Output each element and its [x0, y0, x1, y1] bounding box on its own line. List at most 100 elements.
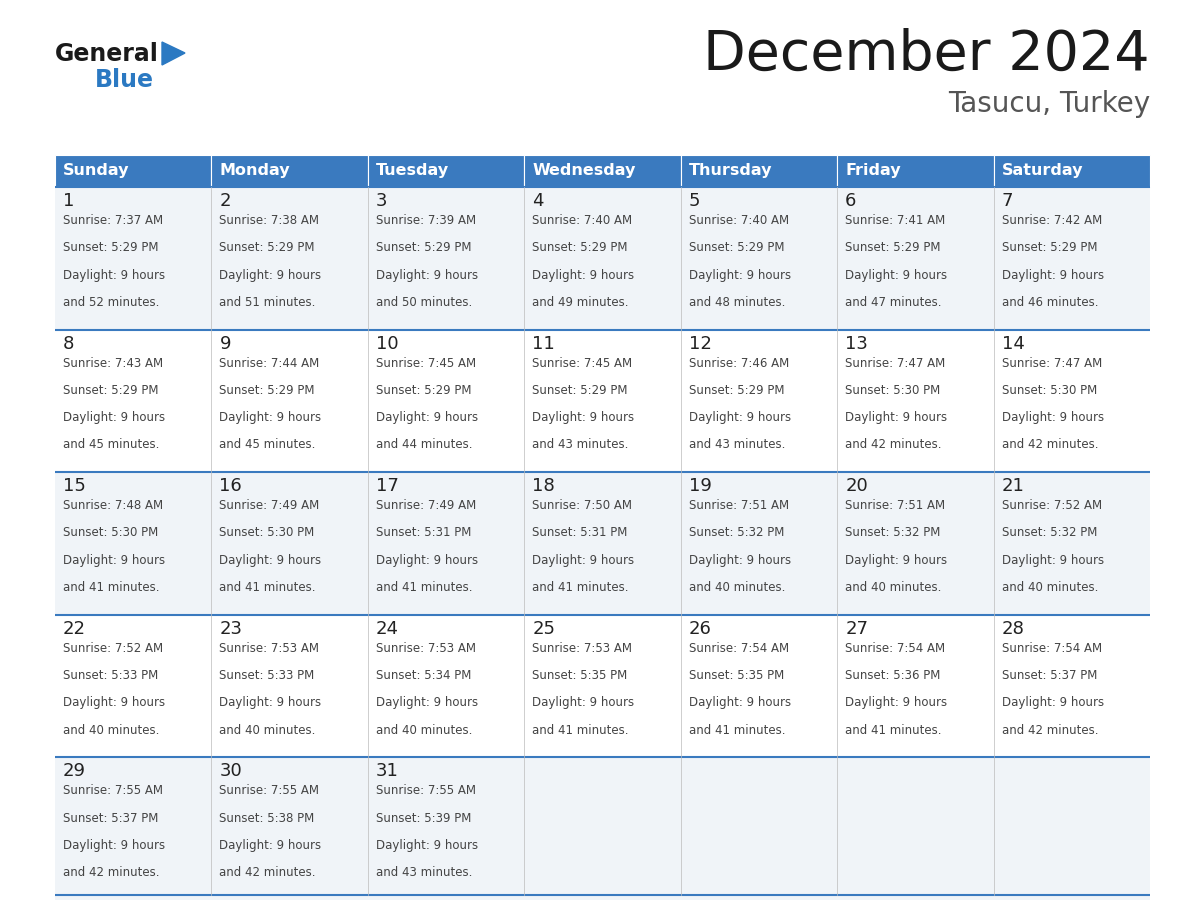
Text: Sunset: 5:29 PM: Sunset: 5:29 PM [689, 384, 784, 397]
Bar [838, 155, 993, 187]
Text: and 41 minutes.: and 41 minutes. [532, 581, 628, 594]
Text: 4: 4 [532, 192, 544, 210]
Text: Sunrise: 7:39 AM: Sunrise: 7:39 AM [375, 214, 476, 227]
Text: and 44 minutes.: and 44 minutes. [375, 439, 473, 452]
Text: Sunset: 5:29 PM: Sunset: 5:29 PM [63, 241, 158, 254]
Text: Sunset: 5:29 PM: Sunset: 5:29 PM [532, 241, 627, 254]
Text: Daylight: 9 hours: Daylight: 9 hours [63, 839, 165, 852]
Bar [55, 757, 211, 900]
Text: Sunset: 5:35 PM: Sunset: 5:35 PM [689, 669, 784, 682]
Text: Sunset: 5:36 PM: Sunset: 5:36 PM [845, 669, 941, 682]
Bar [211, 187, 368, 330]
Text: 15: 15 [63, 477, 86, 495]
Text: Sunrise: 7:53 AM: Sunrise: 7:53 AM [220, 642, 320, 655]
Text: Sunrise: 7:52 AM: Sunrise: 7:52 AM [1001, 499, 1101, 512]
Text: Sunset: 5:29 PM: Sunset: 5:29 PM [689, 241, 784, 254]
Text: and 42 minutes.: and 42 minutes. [63, 867, 159, 879]
Text: and 46 minutes.: and 46 minutes. [1001, 296, 1098, 308]
Text: and 41 minutes.: and 41 minutes. [532, 723, 628, 736]
Text: Sunset: 5:32 PM: Sunset: 5:32 PM [689, 527, 784, 540]
Text: Daylight: 9 hours: Daylight: 9 hours [375, 554, 478, 566]
Text: Saturday: Saturday [1001, 163, 1083, 178]
Text: and 41 minutes.: and 41 minutes. [845, 723, 942, 736]
Text: Sunrise: 7:44 AM: Sunrise: 7:44 AM [220, 356, 320, 370]
Text: and 40 minutes.: and 40 minutes. [63, 723, 159, 736]
Text: Sunset: 5:37 PM: Sunset: 5:37 PM [63, 812, 158, 824]
Bar [681, 155, 838, 187]
Text: Sunday: Sunday [63, 163, 129, 178]
Text: Sunrise: 7:47 AM: Sunrise: 7:47 AM [845, 356, 946, 370]
Bar [368, 472, 524, 615]
Bar [55, 155, 211, 187]
Text: Daylight: 9 hours: Daylight: 9 hours [689, 411, 791, 424]
Text: Sunset: 5:38 PM: Sunset: 5:38 PM [220, 812, 315, 824]
Text: and 42 minutes.: and 42 minutes. [845, 439, 942, 452]
Text: Sunset: 5:29 PM: Sunset: 5:29 PM [1001, 241, 1097, 254]
Bar [993, 155, 1150, 187]
Bar [993, 757, 1150, 900]
Text: Daylight: 9 hours: Daylight: 9 hours [845, 554, 947, 566]
Text: 9: 9 [220, 334, 230, 353]
Text: 19: 19 [689, 477, 712, 495]
Text: 27: 27 [845, 620, 868, 638]
Bar [681, 472, 838, 615]
Text: and 45 minutes.: and 45 minutes. [63, 439, 159, 452]
Bar [993, 472, 1150, 615]
Text: Sunrise: 7:45 AM: Sunrise: 7:45 AM [532, 356, 632, 370]
Bar [838, 757, 993, 900]
Text: Daylight: 9 hours: Daylight: 9 hours [375, 269, 478, 282]
Text: Daylight: 9 hours: Daylight: 9 hours [375, 697, 478, 710]
Text: 8: 8 [63, 334, 75, 353]
Text: Daylight: 9 hours: Daylight: 9 hours [689, 269, 791, 282]
Text: Sunrise: 7:52 AM: Sunrise: 7:52 AM [63, 642, 163, 655]
Text: Daylight: 9 hours: Daylight: 9 hours [689, 697, 791, 710]
Text: 3: 3 [375, 192, 387, 210]
Text: and 42 minutes.: and 42 minutes. [220, 867, 316, 879]
Text: 18: 18 [532, 477, 555, 495]
Text: Sunset: 5:32 PM: Sunset: 5:32 PM [1001, 527, 1097, 540]
Text: Sunset: 5:29 PM: Sunset: 5:29 PM [532, 384, 627, 397]
Text: Sunrise: 7:40 AM: Sunrise: 7:40 AM [689, 214, 789, 227]
Text: and 41 minutes.: and 41 minutes. [375, 581, 473, 594]
Text: Sunset: 5:31 PM: Sunset: 5:31 PM [375, 527, 472, 540]
Bar [681, 757, 838, 900]
Text: and 43 minutes.: and 43 minutes. [375, 867, 473, 879]
Text: Sunrise: 7:53 AM: Sunrise: 7:53 AM [532, 642, 632, 655]
Text: Sunset: 5:29 PM: Sunset: 5:29 PM [375, 384, 472, 397]
Text: 11: 11 [532, 334, 555, 353]
Text: Sunrise: 7:54 AM: Sunrise: 7:54 AM [1001, 642, 1101, 655]
Text: Daylight: 9 hours: Daylight: 9 hours [220, 269, 322, 282]
Text: Sunrise: 7:45 AM: Sunrise: 7:45 AM [375, 356, 476, 370]
Text: 20: 20 [845, 477, 868, 495]
Text: Daylight: 9 hours: Daylight: 9 hours [375, 839, 478, 852]
Text: Sunset: 5:33 PM: Sunset: 5:33 PM [220, 669, 315, 682]
Text: 6: 6 [845, 192, 857, 210]
Text: Blue: Blue [95, 68, 154, 92]
Text: and 40 minutes.: and 40 minutes. [689, 581, 785, 594]
Text: Sunrise: 7:50 AM: Sunrise: 7:50 AM [532, 499, 632, 512]
Bar [993, 187, 1150, 330]
Text: Daylight: 9 hours: Daylight: 9 hours [220, 554, 322, 566]
Bar [524, 187, 681, 330]
Text: Sunset: 5:33 PM: Sunset: 5:33 PM [63, 669, 158, 682]
Text: Daylight: 9 hours: Daylight: 9 hours [63, 269, 165, 282]
Text: December 2024: December 2024 [703, 28, 1150, 82]
Text: Sunset: 5:29 PM: Sunset: 5:29 PM [375, 241, 472, 254]
Bar [838, 330, 993, 472]
Text: Sunrise: 7:40 AM: Sunrise: 7:40 AM [532, 214, 632, 227]
Text: Daylight: 9 hours: Daylight: 9 hours [220, 697, 322, 710]
Text: Sunset: 5:30 PM: Sunset: 5:30 PM [63, 527, 158, 540]
Text: 17: 17 [375, 477, 399, 495]
Text: Tasucu, Turkey: Tasucu, Turkey [948, 90, 1150, 118]
Text: Daylight: 9 hours: Daylight: 9 hours [845, 269, 947, 282]
Bar [993, 330, 1150, 472]
Text: General: General [55, 42, 159, 66]
Text: Sunrise: 7:42 AM: Sunrise: 7:42 AM [1001, 214, 1101, 227]
Bar [55, 330, 211, 472]
Text: 28: 28 [1001, 620, 1024, 638]
Text: and 43 minutes.: and 43 minutes. [532, 439, 628, 452]
Bar [55, 187, 211, 330]
Text: Sunset: 5:31 PM: Sunset: 5:31 PM [532, 527, 627, 540]
Text: 12: 12 [689, 334, 712, 353]
Text: 31: 31 [375, 763, 399, 780]
